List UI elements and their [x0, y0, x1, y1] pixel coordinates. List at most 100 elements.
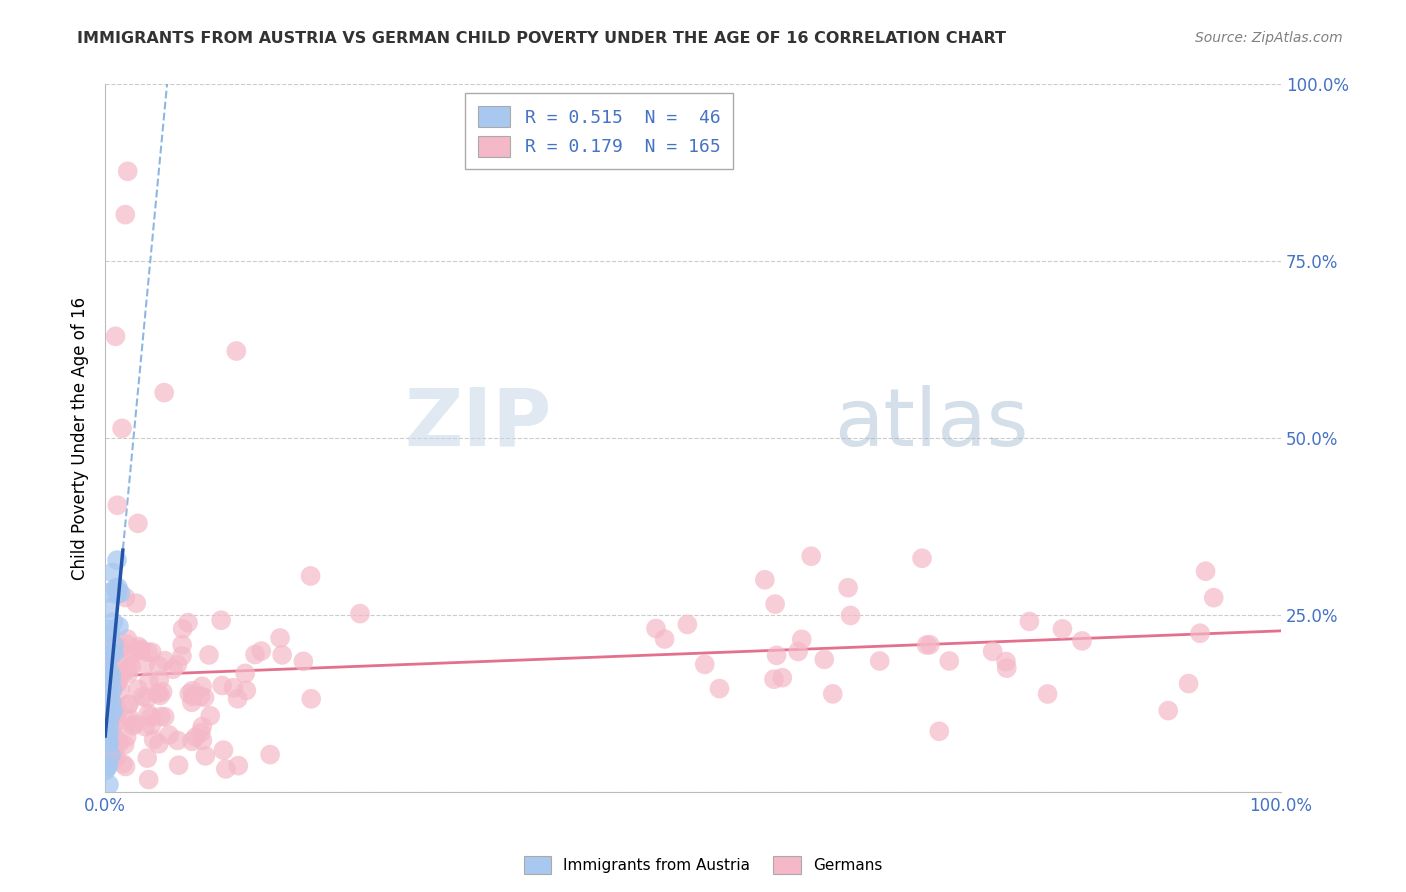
Point	[101, 681, 124, 696]
Point	[134, 657, 156, 671]
Point	[104, 698, 127, 713]
Point	[141, 645, 163, 659]
Point	[121, 719, 143, 733]
Point	[693, 657, 716, 672]
Point	[101, 748, 124, 763]
Point	[105, 588, 128, 602]
Point	[181, 683, 204, 698]
Point	[235, 683, 257, 698]
Point	[98, 724, 121, 739]
Point	[104, 714, 127, 729]
Point	[167, 758, 190, 772]
Point	[111, 421, 134, 435]
Point	[180, 695, 202, 709]
Point	[100, 667, 122, 681]
Point	[129, 642, 152, 657]
Legend: R = 0.515  N =  46, R = 0.179  N = 165: R = 0.515 N = 46, R = 0.179 N = 165	[465, 94, 733, 169]
Point	[222, 681, 245, 695]
Point	[299, 691, 322, 706]
Point	[911, 551, 934, 566]
Point	[107, 705, 129, 719]
Point	[134, 720, 156, 734]
Point	[1157, 704, 1180, 718]
Point	[800, 549, 823, 564]
Point	[103, 647, 125, 661]
Point	[127, 640, 149, 654]
Point	[915, 638, 938, 652]
Point	[98, 663, 121, 677]
Point	[191, 719, 214, 733]
Point	[1177, 676, 1199, 690]
Point	[226, 691, 249, 706]
Point	[225, 343, 247, 358]
Point	[101, 646, 124, 660]
Point	[110, 640, 132, 655]
Point	[100, 748, 122, 763]
Point	[111, 756, 134, 771]
Point	[97, 682, 120, 697]
Point	[100, 698, 122, 712]
Point	[152, 685, 174, 699]
Point	[676, 617, 699, 632]
Point	[869, 654, 891, 668]
Point	[100, 695, 122, 709]
Point	[127, 682, 149, 697]
Point	[114, 759, 136, 773]
Point	[918, 638, 941, 652]
Point	[112, 665, 135, 680]
Point	[138, 706, 160, 721]
Point	[108, 619, 131, 633]
Point	[981, 644, 1004, 658]
Point	[146, 686, 169, 700]
Point	[120, 659, 142, 673]
Point	[98, 655, 121, 669]
Point	[142, 732, 165, 747]
Point	[115, 654, 138, 668]
Point	[125, 596, 148, 610]
Point	[645, 622, 668, 636]
Point	[96, 727, 118, 741]
Point	[181, 690, 204, 704]
Point	[166, 733, 188, 747]
Point	[103, 638, 125, 652]
Point	[105, 676, 128, 690]
Point	[94, 657, 117, 671]
Point	[790, 632, 813, 647]
Point	[191, 733, 214, 747]
Point	[97, 684, 120, 698]
Point	[97, 664, 120, 678]
Point	[98, 640, 121, 655]
Point	[96, 760, 118, 774]
Point	[172, 622, 194, 636]
Point	[1202, 591, 1225, 605]
Point	[97, 586, 120, 600]
Point	[259, 747, 281, 762]
Point	[654, 632, 676, 646]
Point	[101, 706, 124, 720]
Point	[709, 681, 731, 696]
Point	[1071, 634, 1094, 648]
Point	[162, 662, 184, 676]
Point	[765, 648, 787, 663]
Y-axis label: Child Poverty Under the Age of 16: Child Poverty Under the Age of 16	[72, 296, 89, 580]
Text: ZIP: ZIP	[405, 385, 553, 463]
Point	[172, 638, 194, 652]
Point	[115, 637, 138, 651]
Point	[127, 516, 149, 531]
Point	[97, 736, 120, 750]
Point	[157, 728, 180, 742]
Point	[94, 672, 117, 686]
Point	[149, 709, 172, 723]
Point	[148, 737, 170, 751]
Point	[101, 725, 124, 739]
Point	[98, 622, 121, 636]
Point	[141, 718, 163, 732]
Point	[107, 581, 129, 595]
Point	[94, 707, 117, 722]
Point	[97, 661, 120, 675]
Point	[995, 655, 1018, 669]
Point	[1052, 622, 1074, 636]
Point	[995, 661, 1018, 675]
Point	[122, 717, 145, 731]
Text: atlas: atlas	[834, 385, 1029, 463]
